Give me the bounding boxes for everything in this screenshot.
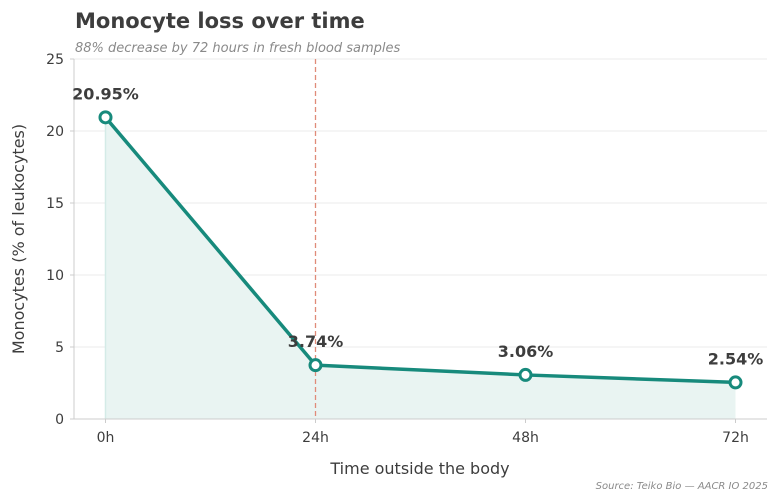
data-point-72h <box>728 375 743 390</box>
source-note: Source: Teiko Bio — AACR IO 2025 <box>596 481 768 492</box>
y-tick-label-10: 10 <box>46 268 64 284</box>
data-label-48h: 3.06% <box>498 342 554 361</box>
y-tick-label-20: 20 <box>46 124 64 140</box>
chart-title: Monocyte loss over time <box>75 9 365 33</box>
y-tick-label-5: 5 <box>55 340 64 356</box>
y-tick-label-15: 15 <box>46 196 64 212</box>
x-axis-label: Time outside the body <box>329 459 509 478</box>
series-line <box>103 115 738 385</box>
data-point-48h <box>518 367 533 382</box>
data-points <box>98 110 743 390</box>
data-label-24h: 3.74% <box>288 332 344 351</box>
series-line-group <box>103 115 738 385</box>
axes <box>73 59 767 420</box>
x-tick-label-0h: 0h <box>97 430 115 446</box>
x-tick-label-72h: 72h <box>722 430 749 446</box>
data-label-0h: 20.95% <box>72 84 139 103</box>
area-fill <box>104 117 736 419</box>
y-axis-label: Monocytes (% of leukocytes) <box>9 124 28 354</box>
y-tick-label-25: 25 <box>46 52 64 68</box>
x-tick-label-24h: 24h <box>302 430 329 446</box>
y-tick-label-0: 0 <box>55 412 64 428</box>
data-point-24h <box>308 358 323 373</box>
data-point-0h <box>98 110 113 125</box>
tick-labels: 0 5 10 15 20 25 0h 24h 48h 72h <box>46 52 749 446</box>
area-under-curve <box>105 117 736 419</box>
data-label-72h: 2.54% <box>708 349 764 368</box>
x-tick-label-48h: 48h <box>512 430 539 446</box>
chart-subtitle: 88% decrease by 72 hours in fresh blood … <box>75 41 401 56</box>
data-labels: 20.95% 3.74% 3.06% 2.54% <box>72 84 763 368</box>
